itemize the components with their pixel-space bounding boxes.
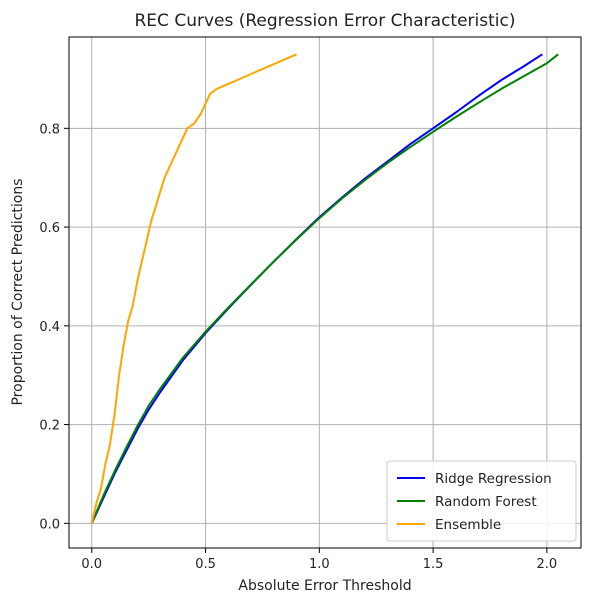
x-tick-label: 0.0 [81,557,102,572]
legend-label: Ridge Regression [435,471,552,487]
y-tick-label: 0.6 [39,221,60,236]
chart-title: REC Curves (Regression Error Characteris… [135,11,516,31]
y-axis-label: Proportion of Correct Predictions [10,178,26,405]
y-tick-label: 0.2 [39,419,60,434]
legend-label: Ensemble [435,517,501,533]
legend-label: Random Forest [435,494,537,510]
y-tick-label: 0.4 [39,320,60,335]
x-tick-label: 2.0 [537,557,558,572]
series-lines [90,53,559,524]
y-axis-ticks: 0.0 0.2 0.4 0.6 0.8 [39,122,69,532]
legend-box [386,460,577,542]
x-tick-label: 1.0 [309,557,330,572]
x-tick-label: 1.5 [423,557,444,572]
series-line-random-forest [90,53,559,524]
y-tick-label: 0.0 [39,517,60,532]
plot-frame [68,36,582,549]
x-axis-label: Absolute Error Threshold [238,578,411,594]
x-axis-ticks: 0.0 0.5 1.0 1.5 2.0 [81,548,557,572]
grid [69,37,581,548]
y-tick-label: 0.8 [39,122,60,137]
x-tick-label: 0.5 [195,557,216,572]
series-line-ensemble [90,53,297,524]
legend: Ridge Regression Random Forest Ensemble [386,460,577,542]
